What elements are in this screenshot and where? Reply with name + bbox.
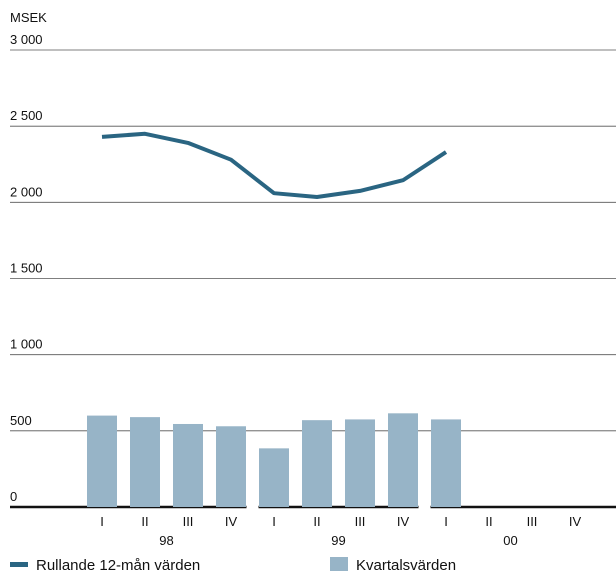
x-tick-label: II <box>485 514 492 529</box>
y-tick-label: 2 500 <box>10 108 43 123</box>
x-tick-label: I <box>272 514 276 529</box>
x-tick-label: II <box>141 514 148 529</box>
x-tick-label: I <box>100 514 104 529</box>
y-tick-label: 0 <box>10 489 17 504</box>
bar <box>216 426 246 507</box>
legend-swatch <box>10 562 28 567</box>
x-tick-label: III <box>183 514 194 529</box>
x-tick-label: I <box>444 514 448 529</box>
group-label: 00 <box>503 533 517 548</box>
bar <box>302 420 332 507</box>
group-label: 98 <box>159 533 173 548</box>
x-tick-label: IV <box>397 514 410 529</box>
y-tick-label: 2 000 <box>10 184 43 199</box>
x-tick-label: IV <box>225 514 238 529</box>
legend-label: Rullande 12-mån värden <box>36 557 200 574</box>
y-tick-label: 500 <box>10 413 32 428</box>
y-tick-label: 3 000 <box>10 32 43 47</box>
legend-swatch <box>330 557 348 571</box>
group-label: 99 <box>331 533 345 548</box>
bar <box>259 448 289 507</box>
bar <box>431 419 461 507</box>
x-tick-label: IV <box>569 514 582 529</box>
legend-label: Kvartalsvärden <box>356 557 456 574</box>
bar <box>388 413 418 507</box>
bar <box>130 417 160 507</box>
x-tick-label: III <box>527 514 538 529</box>
x-tick-label: II <box>313 514 320 529</box>
x-tick-label: III <box>355 514 366 529</box>
bar <box>173 423 203 507</box>
line <box>101 131 448 200</box>
y-tick-label: 1 000 <box>10 337 43 352</box>
bar <box>345 419 375 507</box>
y-axis-title: MSEK <box>10 10 47 25</box>
bar <box>87 415 117 507</box>
y-tick-label: 1 500 <box>10 261 43 276</box>
